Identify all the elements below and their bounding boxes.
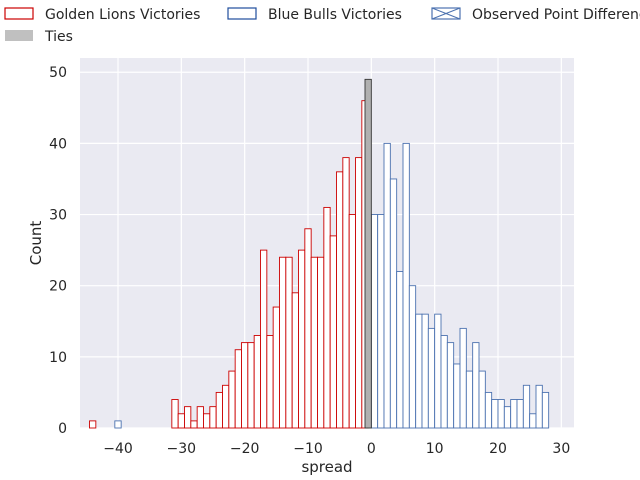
tie-bar — [364, 78, 372, 429]
x-tick-label: −30 — [167, 441, 197, 457]
golden-lions-bar — [342, 157, 350, 429]
blue-bulls-bar — [389, 178, 398, 429]
x-tick-label: 20 — [489, 441, 507, 457]
golden-lions-bar — [253, 335, 261, 429]
blue-bulls-bar — [516, 399, 524, 429]
golden-lions-bar — [196, 406, 204, 429]
y-tick-label: 10 — [49, 350, 67, 366]
golden-lions-bar — [285, 256, 293, 429]
blue-bulls-bar — [370, 214, 379, 429]
golden-lions-bar — [329, 235, 337, 429]
golden-lions-bar — [348, 214, 356, 429]
golden-lions-bar — [222, 384, 230, 429]
blue-bulls-bar — [510, 399, 518, 429]
legend-swatch — [5, 30, 33, 41]
y-tick-label: 50 — [49, 65, 67, 81]
blue-bulls-bar — [396, 271, 404, 429]
blue-bulls-bar — [421, 313, 429, 429]
golden-lions-bar — [279, 256, 287, 429]
y-axis-label: Count — [27, 221, 45, 266]
x-tick-label: −20 — [230, 441, 260, 457]
legend-entry: Observed Point Difference — [431, 7, 640, 23]
y-tick-label: 30 — [49, 208, 67, 224]
blue-bulls-bar — [415, 313, 423, 429]
blue-bulls-bar — [478, 370, 486, 429]
blue-bulls-bar — [377, 214, 385, 429]
y-tick-label: 40 — [49, 136, 67, 152]
golden-lions-bar — [228, 370, 236, 429]
blue-bulls-bar — [408, 285, 417, 429]
golden-lions-bar — [241, 342, 249, 429]
golden-lions-bar — [177, 413, 185, 429]
blue-bulls-bar — [453, 363, 461, 429]
legend-label: Blue Bulls Victories — [268, 7, 402, 23]
legend-label: Observed Point Difference — [472, 7, 640, 23]
golden-lions-bar — [190, 420, 198, 429]
blue-bulls-bar — [383, 142, 391, 429]
blue-bulls-bar — [503, 406, 512, 429]
bars — [89, 78, 550, 429]
blue-bulls-bar — [434, 313, 442, 429]
blue-bulls-bar — [446, 342, 455, 429]
blue-bulls-bar — [402, 142, 410, 429]
golden-lions-bar — [234, 349, 242, 429]
blue-bulls-bar — [472, 342, 480, 429]
golden-lions-bar — [247, 342, 255, 429]
golden-lions-bar — [336, 171, 344, 429]
golden-lions-bar — [209, 406, 217, 429]
x-axis-label: spread — [301, 458, 352, 476]
legend: Golden Lions Victories Blue Bulls Victori… — [4, 7, 640, 45]
x-tick-label: −40 — [103, 441, 133, 457]
golden-lions-bar — [317, 256, 325, 429]
blue-bulls-bar — [427, 327, 436, 429]
golden-lions-bar — [203, 413, 211, 429]
golden-lions-bar — [171, 399, 179, 429]
golden-lions-bar — [310, 256, 318, 429]
blue-bulls-bar — [440, 335, 448, 429]
x-tick-label: 0 — [367, 441, 376, 457]
golden-lions-bar — [89, 420, 97, 429]
legend-label: Ties — [44, 29, 73, 45]
y-tick-label: 20 — [49, 279, 67, 295]
legend-swatch — [4, 7, 34, 20]
golden-lions-bar — [215, 391, 223, 429]
golden-lions-bar — [272, 306, 280, 429]
legend-entry: Blue Bulls Victories — [227, 7, 402, 23]
x-tick-labels: −40 −30 −20 −10 0 10 20 30 — [103, 441, 570, 457]
golden-lions-bar — [323, 206, 331, 429]
blue-bulls-bar — [465, 370, 474, 429]
x-tick-label: 10 — [426, 441, 444, 457]
golden-lions-bar — [304, 228, 312, 429]
blue-bulls-bar — [491, 399, 499, 429]
golden-lions-bar — [260, 249, 268, 429]
golden-lions-bar — [298, 249, 306, 429]
blue-bulls-bar — [529, 413, 537, 429]
x-tick-label: −10 — [293, 441, 323, 457]
legend-entry: Ties — [5, 29, 73, 45]
blue-bulls-bar — [114, 420, 122, 429]
legend-hatch — [431, 7, 461, 20]
golden-lions-bar — [266, 335, 274, 429]
blue-bulls-bar — [522, 384, 531, 429]
x-tick-label: 30 — [552, 441, 570, 457]
blue-bulls-bar — [535, 384, 543, 429]
y-tick-label: 0 — [58, 421, 67, 437]
legend-entry: Golden Lions Victories — [4, 7, 200, 23]
y-tick-labels: 0 10 20 30 40 50 — [49, 65, 67, 437]
legend-label: Golden Lions Victories — [45, 7, 200, 23]
blue-bulls-bar — [497, 399, 505, 429]
blue-bulls-bar — [459, 327, 467, 429]
legend-swatch — [227, 7, 257, 20]
plot-area — [80, 58, 574, 429]
blue-bulls-bar — [541, 391, 550, 429]
blue-bulls-bar — [484, 391, 493, 429]
golden-lions-bar — [291, 292, 299, 429]
golden-lions-bar — [184, 406, 192, 429]
golden-lions-bar — [355, 157, 363, 429]
